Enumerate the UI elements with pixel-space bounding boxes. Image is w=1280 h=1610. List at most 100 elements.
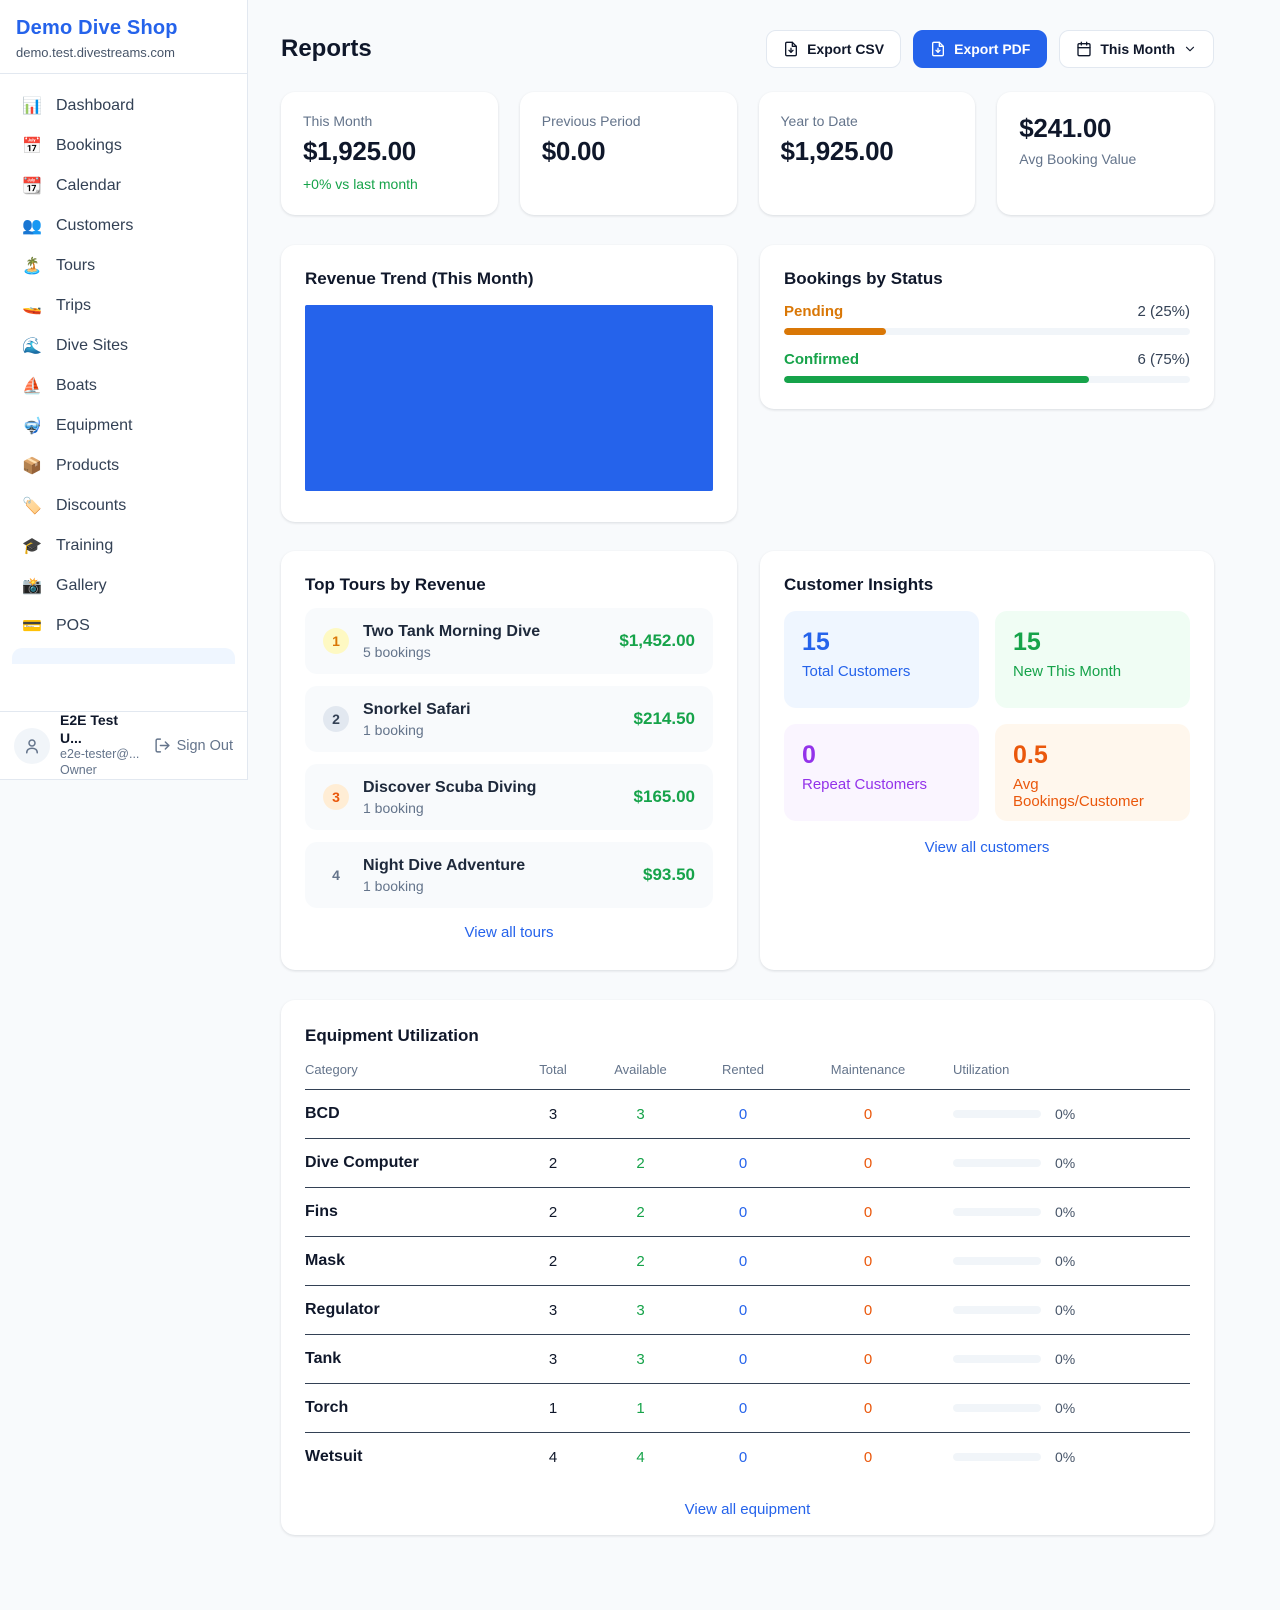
sidebar-item[interactable]: 🤿 Equipment <box>12 406 235 446</box>
utilization-percent: 0% <box>1055 1155 1076 1171</box>
sidebar-item[interactable]: 📆 Calendar <box>12 166 235 206</box>
sidebar-item-icon: 🎓 <box>22 538 42 555</box>
sidebar-item[interactable]: 📸 Gallery <box>12 566 235 606</box>
utilization-track <box>953 1453 1041 1461</box>
sidebar-item[interactable]: 🌊 Dive Sites <box>12 326 235 366</box>
status-progress-track <box>784 376 1190 383</box>
equipment-maintenance: 0 <box>863 1448 873 1466</box>
utilization-track <box>953 1110 1041 1118</box>
view-all-equipment-link[interactable]: View all equipment <box>684 1501 811 1518</box>
utilization-percent: 0% <box>1055 1204 1076 1220</box>
equipment-available: 1 <box>636 1399 645 1417</box>
sidebar-item[interactable]: 👥 Customers <box>12 206 235 246</box>
sidebar-item[interactable]: 📅 Bookings <box>12 126 235 166</box>
sidebar-item[interactable]: 🏷️ Discounts <box>12 486 235 526</box>
user-icon <box>26 738 38 753</box>
insight-tile: 0 Repeat Customers <box>784 724 979 821</box>
stat-label: This Month <box>303 113 373 129</box>
sidebar-item[interactable]: 🚤 Trips <box>12 286 235 326</box>
status-progress-fill <box>784 376 1089 383</box>
sidebar-item-label: Tours <box>56 257 96 274</box>
sidebar-item-icon: 🤿 <box>22 418 42 435</box>
status-line: Pending 2 (25%) <box>784 303 1190 320</box>
equipment-row: Torch 1 1 0 0 0% <box>305 1384 1190 1433</box>
utilization-track <box>953 1159 1041 1167</box>
sidebar-item-active-partial[interactable] <box>12 648 235 664</box>
customer-insights-panel: Customer Insights 15 Total Customers 15 … <box>760 551 1214 970</box>
sidebar-item-icon: 🏝️ <box>22 258 42 275</box>
export-csv-button[interactable]: Export CSV <box>766 30 902 68</box>
equipment-available: 4 <box>636 1448 645 1466</box>
stat-label: Previous Period <box>541 113 641 129</box>
equipment-row: Tank 3 3 0 0 0% <box>305 1335 1190 1384</box>
utilization-percent: 0% <box>1055 1351 1076 1367</box>
equipment-available: 3 <box>636 1301 645 1319</box>
sign-out-button[interactable]: Sign Out <box>154 737 233 754</box>
stat-card-previous-period: Previous Period $0.00 <box>519 92 737 215</box>
equipment-title: Equipment Utilization <box>305 1026 479 1045</box>
tour-row[interactable]: 1 Two Tank Morning Dive 5 bookings $1,45… <box>305 608 713 674</box>
utilization-track <box>953 1404 1041 1412</box>
status-value: 2 (25%) <box>1137 303 1190 320</box>
sidebar-item[interactable]: ⛵ Boats <box>12 366 235 406</box>
tour-name: Snorkel Safari <box>363 700 471 718</box>
status-item: Pending 2 (25%) <box>784 303 1190 335</box>
insight-tile: 0.5 Avg Bookings/Customer <box>995 724 1190 821</box>
sidebar-item[interactable]: 🏝️ Tours <box>12 246 235 286</box>
equipment-category: Dive Computer <box>305 1154 419 1171</box>
equipment-utilization-cell: 0% <box>943 1351 1190 1367</box>
tour-row[interactable]: 2 Snorkel Safari 1 booking $214.50 <box>305 686 713 752</box>
status-list: Pending 2 (25%) Confirmed 6 (75%) <box>784 303 1190 383</box>
tour-row[interactable]: 4 Night Dive Adventure 1 booking $93.50 <box>305 842 713 908</box>
period-dropdown[interactable]: This Month <box>1059 30 1214 68</box>
equipment-total: 2 <box>548 1252 558 1270</box>
tour-name: Discover Scuba Diving <box>363 778 537 796</box>
utilization-percent: 0% <box>1055 1106 1076 1122</box>
equipment-table-header: Category Total Available Rented Maintena… <box>305 1062 1190 1090</box>
sidebar-item[interactable]: 🎓 Training <box>12 526 235 566</box>
equipment-row: Mask 2 2 0 0 0% <box>305 1237 1190 1286</box>
equipment-rented: 0 <box>738 1301 748 1319</box>
equipment-category: Tank <box>305 1350 342 1367</box>
sidebar-item[interactable]: 📊 Dashboard <box>12 86 235 126</box>
equipment-row: Regulator 3 3 0 0 0% <box>305 1286 1190 1335</box>
view-all-tours-link[interactable]: View all tours <box>464 924 554 941</box>
equipment-row: Wetsuit 4 4 0 0 0% <box>305 1433 1190 1481</box>
charts-row: Revenue Trend (This Month) Bookings by S… <box>281 245 1214 522</box>
equipment-category: Wetsuit <box>305 1448 363 1465</box>
sidebar-item-label: Trips <box>56 297 91 314</box>
utilization-track <box>953 1257 1041 1265</box>
tour-bookings: 1 booking <box>363 799 424 816</box>
sidebar-item[interactable]: 💳 POS <box>12 606 235 646</box>
equipment-row: Dive Computer 2 2 0 0 0% <box>305 1139 1190 1188</box>
status-progress-fill <box>784 328 886 335</box>
equipment-total: 4 <box>548 1448 558 1466</box>
equipment-rented: 0 <box>738 1350 748 1368</box>
stat-card-this-month: This Month $1,925.00 +0% vs last month <box>281 92 498 215</box>
top-tours-panel: Top Tours by Revenue 1 Two Tank Morning … <box>281 551 737 970</box>
stat-value: $0.00 <box>541 136 606 166</box>
equipment-category: Fins <box>305 1203 338 1220</box>
equipment-utilization-cell: 0% <box>943 1204 1190 1220</box>
sidebar-item-label: Gallery <box>56 577 107 594</box>
equipment-utilization-cell: 0% <box>943 1449 1190 1465</box>
equipment-maintenance: 0 <box>863 1252 873 1270</box>
tour-amount: $93.50 <box>643 865 695 884</box>
view-all-customers-link[interactable]: View all customers <box>924 839 1050 856</box>
sidebar-item-label: Discounts <box>56 497 127 514</box>
equipment-rented: 0 <box>738 1105 748 1123</box>
user-email: e2e-tester@... <box>60 747 140 762</box>
sidebar-item-icon: ⛵ <box>22 378 42 395</box>
equipment-row: Fins 2 2 0 0 0% <box>305 1188 1190 1237</box>
export-pdf-button[interactable]: Export PDF <box>913 30 1048 68</box>
equipment-category: Regulator <box>305 1301 380 1318</box>
calendar-icon <box>1077 41 1092 57</box>
sidebar-item[interactable]: 📦 Products <box>12 446 235 486</box>
equipment-total: 1 <box>548 1399 558 1417</box>
utilization-track <box>953 1208 1041 1216</box>
stat-label: Avg Booking Value <box>1019 151 1137 167</box>
tour-row[interactable]: 3 Discover Scuba Diving 1 booking $165.0… <box>305 764 713 830</box>
rank-badge: 2 <box>323 706 349 732</box>
column-header-total: Total <box>539 1062 567 1077</box>
equipment-rented: 0 <box>738 1448 748 1466</box>
